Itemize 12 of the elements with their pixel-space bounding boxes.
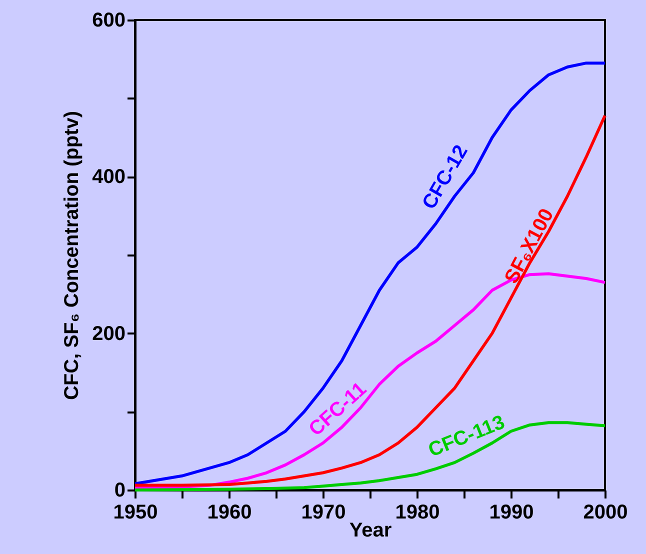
y-axis-title: CFC, SF₆ Concentration (pptv) <box>61 110 84 400</box>
y-tick-label: 400 <box>92 166 126 188</box>
y-tick-label: 600 <box>92 10 126 32</box>
y-tick-label: 200 <box>92 322 126 345</box>
x-tick-label: 1960 <box>207 502 252 524</box>
y-tick-label: 0 <box>114 480 126 502</box>
x-tick-label: 2000 <box>583 502 628 524</box>
x-tick-label: 1980 <box>395 502 440 524</box>
x-tick-label: 1970 <box>301 502 346 524</box>
x-tick-label: 1990 <box>489 502 534 524</box>
x-axis-title: Year <box>349 520 392 542</box>
x-tick-label: 1950 <box>113 502 158 524</box>
